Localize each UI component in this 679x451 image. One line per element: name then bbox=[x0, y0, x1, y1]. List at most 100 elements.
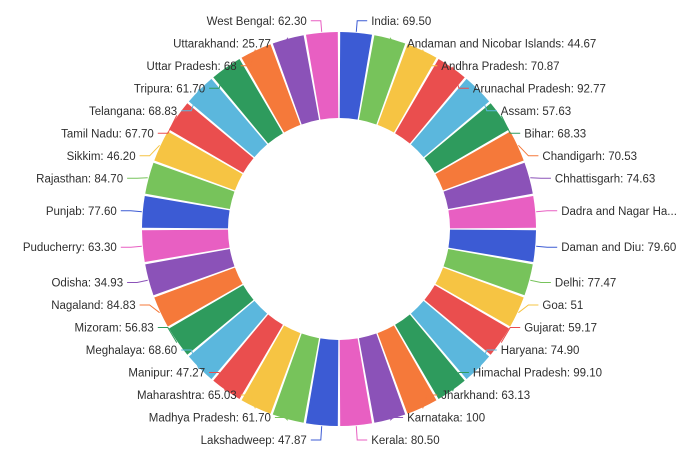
slice-uttarakhand bbox=[272, 35, 320, 125]
leader-line-karnataka bbox=[389, 417, 404, 421]
leader-line-uttar-pradesh bbox=[240, 49, 256, 67]
leader-line-punjab bbox=[120, 210, 142, 213]
label-assam: Assam: 57.63 bbox=[501, 106, 571, 118]
label-madhya-pradesh: Madhya Pradesh: 61.70 bbox=[149, 413, 271, 425]
slice-lakshadweep bbox=[305, 338, 339, 426]
leader-line-india bbox=[355, 20, 368, 32]
leader-line-nagaland bbox=[139, 304, 160, 314]
leader-line-andaman-and-nicobar-islands bbox=[389, 37, 404, 44]
leader-line-mizoram bbox=[157, 327, 178, 343]
slice-karnataka bbox=[358, 333, 406, 423]
slice-maharashtra bbox=[241, 325, 301, 414]
label-chandigarh: Chandigarh: 70.53 bbox=[542, 151, 637, 163]
leader-line-delhi bbox=[530, 279, 551, 283]
slice-tripura bbox=[213, 59, 283, 144]
slice-manipur bbox=[213, 314, 283, 399]
leader-line-andhra-pradesh bbox=[422, 49, 438, 67]
slice-mizoram bbox=[169, 285, 254, 355]
leader-line-goa bbox=[518, 304, 539, 314]
label-mizoram: Mizoram: 56.83 bbox=[75, 323, 154, 335]
label-jharkhand: Jharkhand: 63.13 bbox=[441, 390, 530, 402]
slice-puducherry bbox=[142, 229, 230, 263]
slice-tamil-nadu bbox=[169, 103, 254, 173]
leader-line-daman-and-diu bbox=[536, 245, 558, 248]
leader-line-meghalaya bbox=[181, 349, 200, 370]
leader-line-maharashtra bbox=[240, 394, 256, 409]
label-chhattisgarh: Chhattisgarh: 74.63 bbox=[555, 173, 655, 185]
slice-gujarat bbox=[424, 285, 509, 355]
label-group: India: 69.50 Andaman and Nicobar Islands:… bbox=[23, 16, 677, 447]
leader-line-rajasthan bbox=[127, 177, 148, 179]
slice-himachal-pradesh bbox=[395, 314, 465, 399]
leader-line-arunachal-pradesh bbox=[452, 66, 469, 89]
label-puducherry: Puducherry: 63.30 bbox=[23, 242, 117, 254]
label-tripura: Tripura: 61.70 bbox=[134, 83, 205, 95]
label-lakshadweep: Lakshadweep: 47.87 bbox=[201, 435, 307, 447]
slice-meghalaya bbox=[188, 300, 268, 380]
leader-line-group bbox=[120, 20, 558, 441]
leader-line-kerala bbox=[355, 426, 368, 441]
label-andaman-and-nicobar-islands: Andaman and Nicobar Islands: 44.67 bbox=[407, 38, 596, 50]
slice-delhi bbox=[443, 248, 533, 296]
slice-bihar bbox=[424, 103, 509, 173]
leader-line-sikkim bbox=[139, 144, 160, 157]
label-west-bengal: West Bengal: 62.30 bbox=[207, 16, 307, 28]
label-haryana: Haryana: 74.90 bbox=[501, 345, 580, 357]
label-arunachal-pradesh: Arunachal Pradesh: 92.77 bbox=[473, 83, 606, 95]
label-uttar-pradesh: Uttar Pradesh: 68 bbox=[147, 61, 237, 73]
label-goa: Goa: 51 bbox=[542, 300, 583, 312]
slice-telangana bbox=[188, 78, 268, 158]
label-kerala: Kerala: 80.50 bbox=[371, 435, 439, 447]
slice-rajasthan bbox=[145, 162, 235, 210]
slice-kerala bbox=[339, 338, 373, 426]
leader-line-odisha bbox=[127, 279, 148, 283]
leader-line-himachal-pradesh bbox=[452, 372, 469, 392]
slice-arunachal-pradesh bbox=[395, 59, 465, 144]
slice-assam bbox=[410, 78, 490, 158]
label-india: India: 69.50 bbox=[371, 16, 431, 28]
label-meghalaya: Meghalaya: 68.60 bbox=[86, 345, 177, 357]
leader-line-puducherry bbox=[120, 245, 142, 248]
slice-sikkim bbox=[154, 131, 243, 191]
leader-line-assam bbox=[478, 88, 497, 112]
leader-line-uttarakhand bbox=[274, 37, 289, 44]
slice-nagaland bbox=[154, 267, 243, 327]
label-telangana: Telangana: 68.83 bbox=[89, 106, 177, 118]
leader-line-tamil-nadu bbox=[157, 115, 178, 134]
label-sikkim: Sikkim: 46.20 bbox=[67, 151, 136, 163]
label-bihar: Bihar: 68.33 bbox=[524, 128, 586, 140]
leader-line-chandigarh bbox=[518, 144, 539, 157]
label-tamil-nadu: Tamil Nadu: 67.70 bbox=[61, 128, 154, 140]
slice-madhya-pradesh bbox=[272, 333, 320, 423]
slice-dadra-and-nagar-ha bbox=[448, 195, 536, 229]
label-himachal-pradesh: Himachal Pradesh: 99.10 bbox=[473, 368, 602, 380]
label-manipur: Manipur: 47.27 bbox=[128, 368, 205, 380]
label-rajasthan: Rajasthan: 84.70 bbox=[36, 173, 123, 185]
label-karnataka: Karnataka: 100 bbox=[407, 413, 485, 425]
leader-line-dadra-and-nagar-ha bbox=[536, 210, 558, 213]
leader-line-haryana bbox=[478, 349, 497, 370]
label-gujarat: Gujarat: 59.17 bbox=[524, 323, 597, 335]
slice-chhattisgarh bbox=[443, 162, 533, 210]
slice-india bbox=[339, 32, 373, 120]
label-maharashtra: Maharashtra: 65.03 bbox=[137, 390, 237, 402]
slice-haryana bbox=[410, 300, 490, 380]
leader-line-tripura bbox=[209, 66, 226, 89]
label-delhi: Delhi: 77.47 bbox=[555, 278, 616, 290]
slice-punjab bbox=[142, 195, 230, 229]
leader-line-telangana bbox=[181, 88, 200, 112]
label-nagaland: Nagaland: 84.83 bbox=[51, 300, 135, 312]
slice-andaman-and-nicobar-islands bbox=[358, 35, 406, 125]
slice-andhra-pradesh bbox=[377, 44, 437, 133]
leader-line-madhya-pradesh bbox=[274, 417, 289, 421]
slice-odisha bbox=[145, 248, 235, 296]
leader-line-west-bengal bbox=[310, 20, 323, 32]
leader-line-manipur bbox=[209, 372, 226, 392]
slice-goa bbox=[435, 267, 524, 327]
leader-line-chhattisgarh bbox=[530, 177, 551, 179]
slice-chandigarh bbox=[435, 131, 524, 191]
leader-line-gujarat bbox=[500, 327, 521, 343]
leader-line-lakshadweep bbox=[310, 426, 323, 441]
